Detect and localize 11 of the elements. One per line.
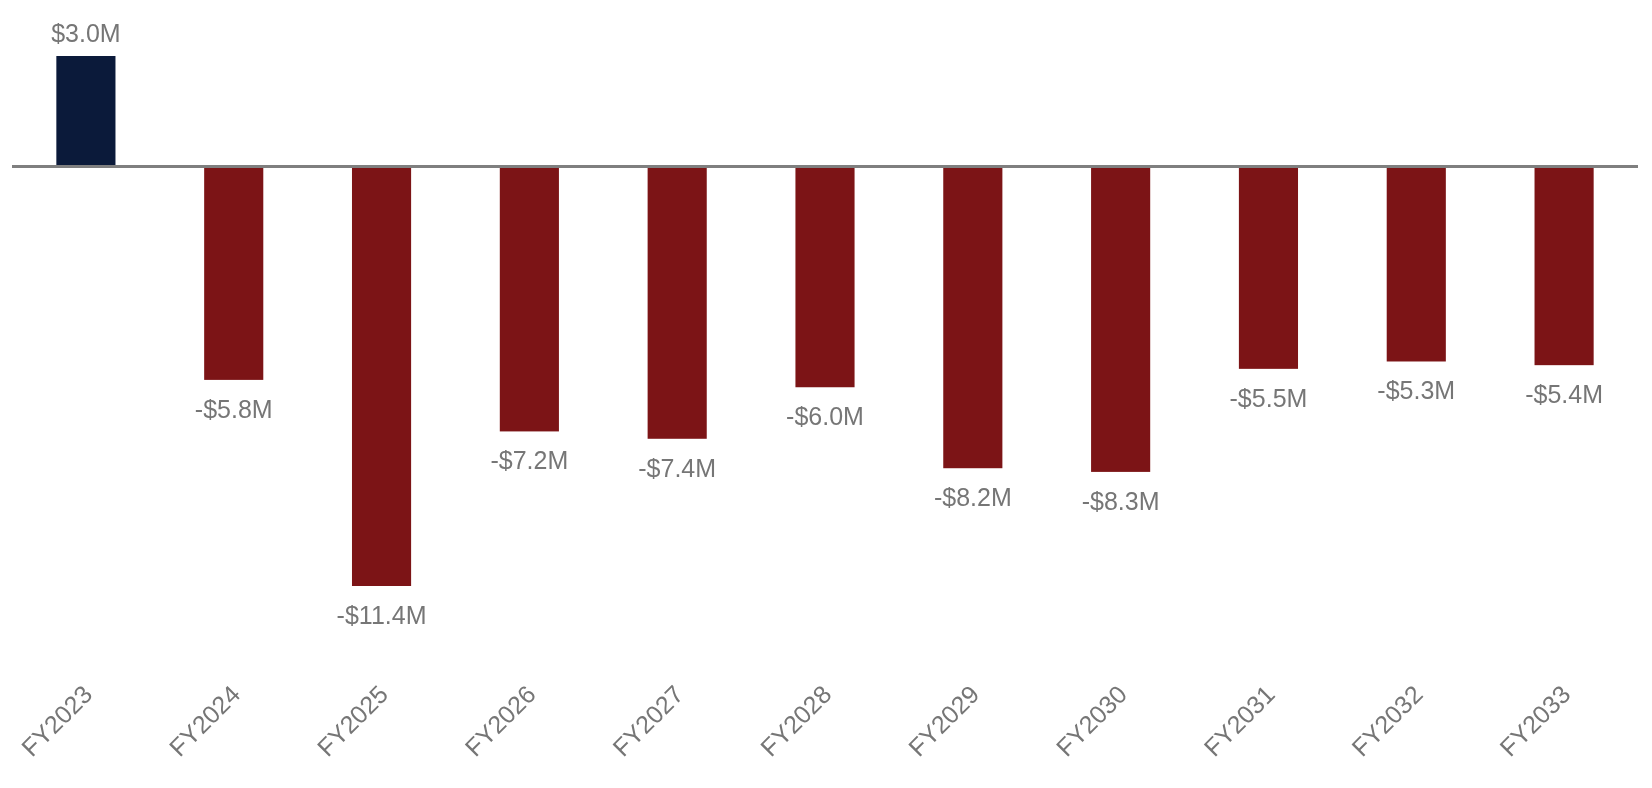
data-label: -$5.8M xyxy=(194,394,273,423)
data-label: -$6.0M xyxy=(786,402,864,431)
data-label: -$8.3M xyxy=(1081,486,1160,515)
data-label: -$5.3M xyxy=(1377,376,1456,405)
data-label: -$5.5M xyxy=(1229,383,1308,412)
data-label: -$7.2M xyxy=(490,446,569,475)
data-label: -$11.4M xyxy=(336,601,427,629)
data-label: -$5.4M xyxy=(1525,380,1603,409)
data-label: $3.0M xyxy=(51,19,121,47)
data-label: -$7.4M xyxy=(638,453,717,482)
data-label: -$8.2M xyxy=(933,483,1012,512)
